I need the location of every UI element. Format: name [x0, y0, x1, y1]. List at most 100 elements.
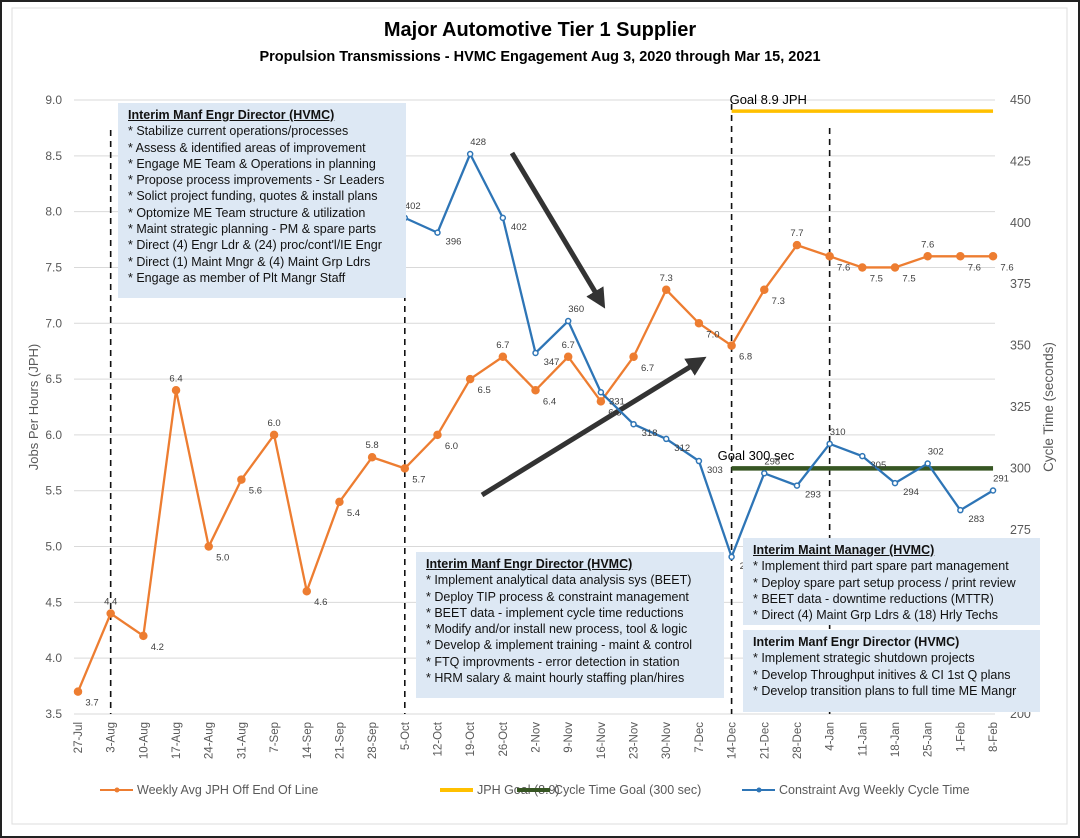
cycle-point: [924, 460, 931, 467]
jph-data-label: 7.6: [1000, 262, 1013, 273]
cycle-data-label: 294: [903, 487, 919, 498]
jph-point: [531, 386, 540, 395]
y-tick-label: 8.5: [45, 149, 62, 163]
jph-point: [269, 430, 279, 440]
cycle-data-label: 291: [993, 474, 1009, 485]
cycle-point: [793, 482, 801, 489]
cycle-point: [532, 349, 539, 357]
legend-label-cycle-goal: Cycle Time Goal (300 sec): [554, 783, 701, 797]
x-tick-label: 5-Oct: [400, 721, 412, 750]
y-tick-label: 4.0: [45, 651, 62, 665]
legend-marker-jph: [114, 787, 120, 793]
cycle-data-label: 402: [511, 222, 527, 233]
jph-data-label: 6.4: [169, 373, 182, 384]
y2-tick-label: 425: [1010, 154, 1031, 168]
legend-label-jph: Weekly Avg JPH Off End Of Line: [137, 783, 318, 797]
cycle-data-label: 283: [968, 514, 984, 525]
jph-point: [694, 319, 704, 328]
jph-data-label: 6.7: [496, 340, 509, 351]
annotation-box: Interim Manf Engr Director (HVMC) * Imple…: [743, 630, 1040, 712]
y-tick-label: 5.0: [45, 540, 62, 554]
x-tick-label: 19-Oct: [465, 721, 477, 756]
annotation-item: * Optomize ME Team structure & utilizati…: [128, 205, 366, 220]
y2-tick-label: 300: [1010, 461, 1031, 475]
y-tick-label: 8.0: [45, 205, 62, 219]
jph-data-label: 6.7: [562, 340, 575, 351]
annotation-box: Interim Manf Engr Director (HVMC) * Stabi…: [118, 103, 406, 298]
annotation-item: * Direct (4) Maint Grp Ldrs & (18) Hrly …: [753, 608, 998, 623]
cycle-point: [630, 420, 637, 428]
x-tick-label: 27-Jul: [73, 722, 85, 753]
plot-area-border: [11, 7, 1068, 825]
jph-data-label: 5.7: [412, 474, 425, 485]
annotation-item: * Engage as member of Plt Mangr Staff: [128, 270, 346, 285]
jph-data-label: 6.8: [739, 352, 752, 363]
jph-point: [335, 497, 344, 507]
jph-point: [760, 285, 769, 295]
y-tick-label: 9.0: [45, 93, 62, 107]
cycle-point: [564, 317, 572, 325]
annotation-item: * Modify and/or install new process, too…: [426, 622, 688, 637]
annotation-title: Interim Manf Engr Director (HVMC): [426, 557, 633, 571]
annotation-item: * Direct (4) Engr Ldr & (24) proc/cont'l…: [128, 238, 382, 253]
jph-point: [465, 374, 475, 384]
x-tick-label: 21-Dec: [759, 722, 771, 759]
annotation-box: Interim Maint Manager (HVMC) * Implement …: [743, 538, 1040, 625]
cycle-point: [989, 487, 997, 494]
jph-point: [661, 285, 671, 295]
jph-point: [139, 631, 148, 641]
x-tick-label: 4-Jan: [825, 722, 837, 751]
legend-label-cycle: Constraint Avg Weekly Cycle Time: [779, 783, 970, 797]
x-tick-label: 25-Jan: [923, 722, 935, 757]
jph-data-label: 7.3: [660, 273, 673, 284]
jph-data-label: 7.5: [902, 273, 915, 284]
y2-tick-label: 400: [1010, 216, 1031, 230]
annotation-title: Interim Manf Engr Director (HVMC): [128, 108, 335, 122]
x-tick-label: 17-Aug: [171, 722, 183, 759]
jph-point: [302, 586, 312, 596]
annotation-item: * Deploy TIP process & constraint manage…: [426, 589, 689, 604]
annotation-item: * Develop & implement training - maint &…: [426, 638, 693, 653]
cycle-point: [597, 389, 605, 396]
y-tick-label: 5.5: [45, 484, 62, 498]
jph-point: [629, 352, 638, 362]
jph-data-label: 7.5: [870, 273, 883, 284]
jph-data-label: 6.4: [543, 396, 556, 407]
jph-data-label: 5.4: [347, 508, 360, 519]
jph-data-label: 6.0: [267, 418, 280, 429]
cycle-point: [891, 479, 899, 487]
x-tick-label: 1-Feb: [955, 722, 967, 752]
cycle-point: [826, 440, 833, 448]
x-tick-label: 30-Nov: [661, 722, 673, 759]
jph-point: [727, 341, 736, 350]
jph-data-label: 6.0: [445, 441, 458, 452]
x-tick-label: 14-Sep: [302, 722, 314, 759]
jph-point: [400, 464, 410, 473]
cycle-point: [466, 150, 474, 158]
jph-point: [563, 352, 573, 362]
x-tick-label: 3-Aug: [106, 722, 118, 753]
jph-point: [73, 687, 83, 696]
chart-subtitle: Propulsion Transmissions - HVMC Engageme…: [259, 49, 820, 65]
x-tick-label: 28-Dec: [792, 722, 804, 759]
cycle-data-label: 396: [446, 237, 462, 248]
jph-point: [498, 352, 508, 362]
annotation-item: * BEET data - downtime reductions (MTTR): [753, 591, 994, 606]
cycle-point: [499, 214, 507, 222]
x-tick-label: 16-Nov: [596, 722, 608, 759]
x-tick-label: 31-Aug: [236, 722, 248, 759]
y2-tick-label: 275: [1010, 523, 1031, 537]
annotation-item: * Implement analytical data analysis sys…: [426, 573, 692, 588]
cycle-point: [859, 452, 866, 460]
x-tick-label: 28-Sep: [367, 722, 379, 759]
x-tick-label: 18-Jan: [890, 722, 902, 757]
cycle-point: [957, 506, 964, 514]
jph-data-label: 7.3: [772, 296, 785, 307]
jph-data-label: 4.4: [104, 597, 117, 608]
y2-tick-label: 375: [1010, 277, 1031, 291]
jph-point: [596, 397, 606, 406]
annotation-item: * HRM salary & maint hourly staffing pla…: [426, 671, 685, 686]
x-tick-label: 14-Dec: [727, 722, 739, 759]
jph-data-label: 6.3: [608, 407, 621, 418]
annotation-item: * Solict project funding, quotes & insta…: [128, 189, 378, 204]
